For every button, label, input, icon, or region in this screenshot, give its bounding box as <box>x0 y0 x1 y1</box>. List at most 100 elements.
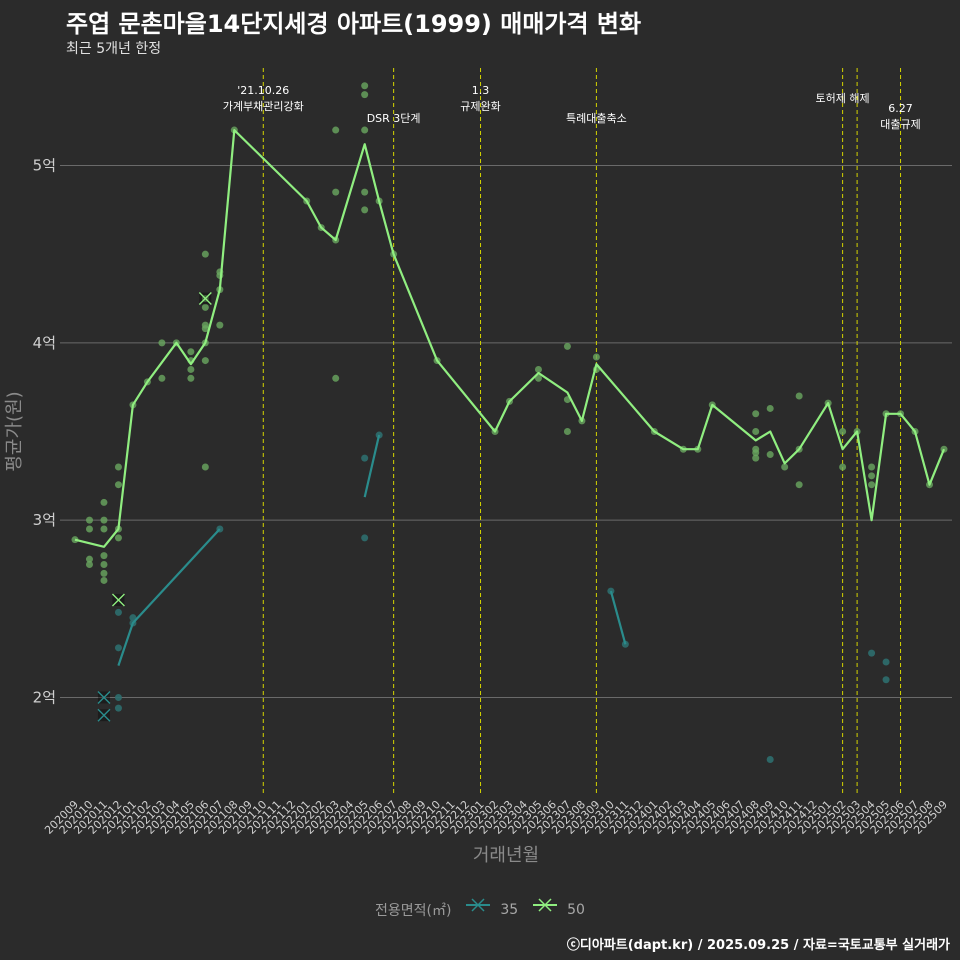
data-point-35 <box>607 587 615 595</box>
data-point-50 <box>187 348 195 356</box>
legend-label-50: 50 <box>567 902 585 918</box>
data-point-50 <box>114 534 122 542</box>
data-point-50 <box>868 481 876 489</box>
data-point-50 <box>361 126 369 134</box>
data-point-50 <box>361 188 369 196</box>
data-point-50 <box>158 339 166 347</box>
data-point-50 <box>201 250 209 258</box>
data-point-50 <box>839 428 847 435</box>
cancelled-marker-stroke <box>97 690 111 704</box>
cancelled-marker-35 <box>97 690 111 704</box>
cancelled-marker-50 <box>111 593 125 607</box>
legend-label-35: 35 <box>500 902 519 918</box>
data-point-35 <box>361 454 369 462</box>
data-point-50 <box>752 454 760 462</box>
data-point-50 <box>332 188 340 196</box>
event-label: 6.27 <box>888 102 913 115</box>
data-point-50 <box>100 552 108 560</box>
data-point-35 <box>114 704 122 712</box>
data-point-35 <box>129 614 137 622</box>
data-point-50 <box>534 374 542 382</box>
data-point-50 <box>187 374 195 382</box>
data-point-50 <box>114 481 122 489</box>
data-point-50 <box>766 404 774 412</box>
series-line-35 <box>363 434 381 498</box>
data-point-35 <box>114 644 122 652</box>
data-point-50 <box>361 206 369 214</box>
y-tick-label: 2억 <box>33 688 56 706</box>
data-point-35 <box>114 608 122 616</box>
data-point-35 <box>114 693 122 701</box>
data-point-50 <box>868 463 876 471</box>
legend-key-50 <box>532 898 557 912</box>
data-point-35 <box>766 756 774 764</box>
data-point-35 <box>361 534 369 542</box>
y-tick-label: 5억 <box>33 157 56 175</box>
data-point-50 <box>85 555 93 563</box>
data-point-50 <box>201 357 209 365</box>
data-point-50 <box>114 463 122 471</box>
event-label: 가계부채관리강화 <box>223 100 304 113</box>
chart-subtitle: 최근 5개년 한정 <box>66 41 162 57</box>
data-point-50 <box>332 126 340 134</box>
data-point-50 <box>201 463 209 471</box>
data-point-50 <box>201 303 209 311</box>
data-point-50 <box>187 365 195 373</box>
data-point-50 <box>534 365 542 373</box>
data-point-50 <box>781 463 789 471</box>
data-point-50 <box>71 536 79 544</box>
data-point-50 <box>158 374 166 382</box>
data-point-50 <box>100 516 108 524</box>
data-point-50 <box>100 498 108 506</box>
cancelled-marker-stroke <box>111 593 125 607</box>
legend-key-35 <box>465 898 490 912</box>
event-label: 토허제 해제 <box>816 91 870 105</box>
legend: 전용면적(㎡) 35 50 <box>0 896 960 920</box>
chart-title: 주엽 문촌마을14단지세경 아파트(1999) 매매가격 변화 <box>66 10 642 38</box>
data-point-50 <box>100 576 108 584</box>
y-tick-label: 4억 <box>33 334 56 352</box>
data-point-35 <box>868 649 876 657</box>
event-label: 1.3 <box>472 84 490 97</box>
data-point-50 <box>332 374 340 382</box>
data-point-50 <box>85 525 93 533</box>
event-label: 대출규제 <box>880 118 920 131</box>
data-point-50 <box>100 569 108 577</box>
data-point-50 <box>752 410 760 418</box>
data-point-50 <box>868 472 876 480</box>
cancelled-marker-stroke <box>198 292 212 306</box>
data-point-50 <box>85 516 93 524</box>
data-point-50 <box>563 342 571 350</box>
data-point-50 <box>592 353 600 361</box>
event-label: DSR 3단계 <box>367 112 421 125</box>
event-label: 특례대출축소 <box>566 112 627 125</box>
data-point-50 <box>795 481 803 489</box>
event-label: 규제완화 <box>460 100 500 113</box>
data-point-50 <box>752 428 760 435</box>
data-point-50 <box>563 428 571 435</box>
data-point-50 <box>839 463 847 471</box>
data-point-50 <box>795 392 803 400</box>
data-point-50 <box>85 560 93 568</box>
data-point-50 <box>752 449 760 457</box>
data-point-50 <box>361 82 369 90</box>
source-caption: ⓒ디아파트(dapt.kr) / 2025.09.25 / 자료=국토교통부 실… <box>566 938 950 953</box>
data-point-50 <box>100 525 108 533</box>
cancelled-marker-stroke <box>97 708 111 722</box>
cancelled-marker-35 <box>97 708 111 722</box>
data-point-35 <box>882 658 890 666</box>
data-point-50 <box>201 325 209 333</box>
data-point-50 <box>100 560 108 568</box>
data-point-50 <box>216 321 224 329</box>
series-line-35 <box>117 528 221 666</box>
cancelled-marker-50 <box>198 292 212 306</box>
event-label: '21.10.26 <box>237 84 289 97</box>
series-line-50 <box>74 129 946 548</box>
y-axis-title: 평균가(원) <box>4 391 25 471</box>
data-point-50 <box>766 451 774 459</box>
series-line-35 <box>609 590 627 645</box>
legend-title: 전용면적(㎡) <box>375 903 452 919</box>
y-tick-label: 3억 <box>33 511 56 529</box>
data-point-35 <box>882 676 890 684</box>
